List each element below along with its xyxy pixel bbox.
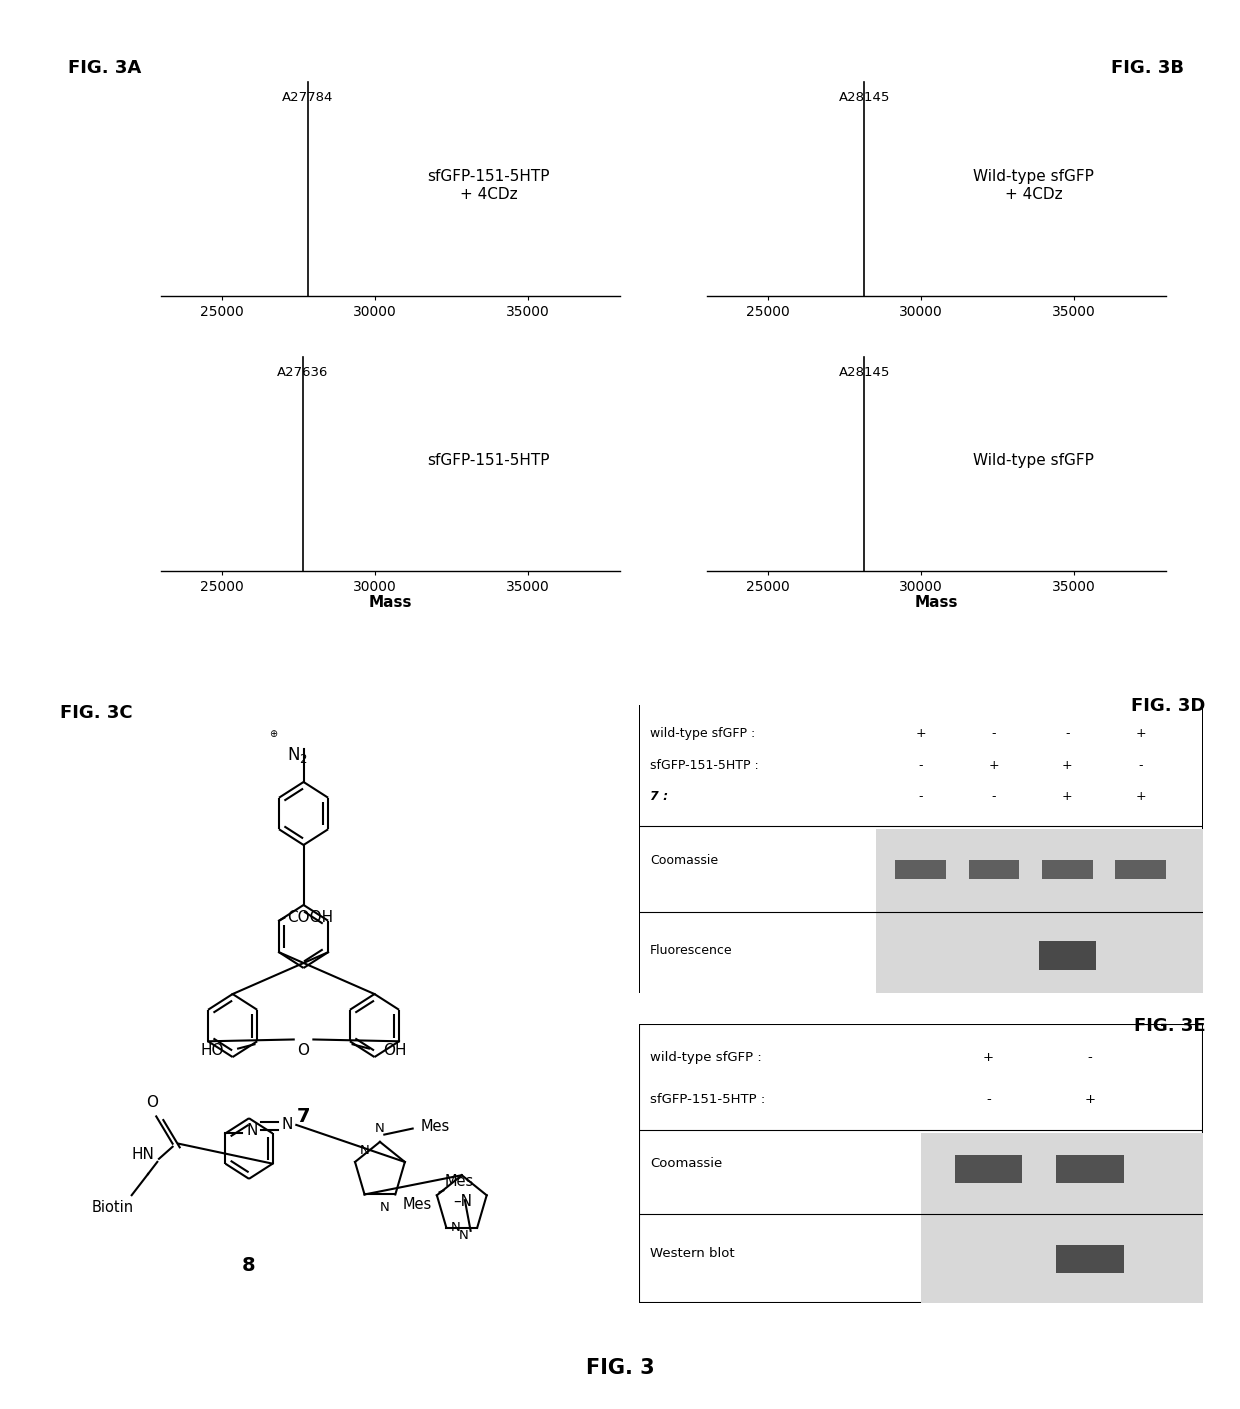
Text: +: + xyxy=(915,727,926,740)
Text: sfGFP-151-5HTP
+ 4CDz: sfGFP-151-5HTP + 4CDz xyxy=(428,169,549,201)
Bar xyxy=(920,1133,1203,1303)
Text: Fluorescence: Fluorescence xyxy=(650,944,733,957)
Bar xyxy=(1042,859,1092,879)
Bar xyxy=(1039,941,1096,971)
Text: COOH: COOH xyxy=(288,910,334,926)
Text: +: + xyxy=(1136,790,1146,803)
Text: HO: HO xyxy=(201,1043,224,1058)
Text: 7: 7 xyxy=(296,1107,310,1126)
Text: FIG. 3E: FIG. 3E xyxy=(1133,1017,1205,1036)
Text: +: + xyxy=(1063,790,1073,803)
Text: N: N xyxy=(374,1122,384,1134)
Text: FIG. 3D: FIG. 3D xyxy=(1131,697,1205,716)
Text: N: N xyxy=(459,1229,469,1241)
Text: -: - xyxy=(919,790,923,803)
Text: N: N xyxy=(360,1144,370,1157)
X-axis label: Mass: Mass xyxy=(914,595,959,610)
Text: -: - xyxy=(919,758,923,772)
Text: FIG. 3B: FIG. 3B xyxy=(1111,59,1184,77)
Bar xyxy=(1056,1244,1123,1272)
Text: O: O xyxy=(146,1095,159,1110)
Text: wild-type sfGFP :: wild-type sfGFP : xyxy=(650,1051,761,1064)
Text: Biotin: Biotin xyxy=(92,1200,134,1215)
Text: -: - xyxy=(992,727,996,740)
Text: O: O xyxy=(298,1043,310,1058)
Text: sfGFP-151-5HTP :: sfGFP-151-5HTP : xyxy=(650,1093,765,1106)
Text: 8: 8 xyxy=(242,1255,255,1275)
Text: -: - xyxy=(1087,1051,1092,1064)
Text: -: - xyxy=(1065,727,1070,740)
Text: FIG. 3: FIG. 3 xyxy=(585,1358,655,1378)
Text: Wild-type sfGFP: Wild-type sfGFP xyxy=(973,452,1094,468)
Text: A27636: A27636 xyxy=(278,366,329,379)
Text: 7 :: 7 : xyxy=(650,790,668,803)
Text: -: - xyxy=(1138,758,1143,772)
Text: $^{\oplus}$: $^{\oplus}$ xyxy=(269,730,278,744)
Bar xyxy=(1056,1155,1123,1184)
Text: Western blot: Western blot xyxy=(650,1247,734,1260)
Text: N: N xyxy=(281,1117,293,1133)
Bar xyxy=(1115,859,1166,879)
Text: N$_2$: N$_2$ xyxy=(288,745,308,765)
Text: OH: OH xyxy=(383,1043,407,1058)
Bar xyxy=(968,859,1019,879)
Text: Mes: Mes xyxy=(445,1174,475,1189)
Text: +: + xyxy=(983,1051,994,1064)
X-axis label: Mass: Mass xyxy=(368,595,413,610)
Text: FIG. 3C: FIG. 3C xyxy=(60,704,133,723)
Text: A28145: A28145 xyxy=(838,92,890,104)
Text: –N: –N xyxy=(453,1193,472,1209)
Bar xyxy=(955,1155,1022,1184)
Text: +: + xyxy=(988,758,999,772)
Bar xyxy=(875,828,1203,993)
Text: A27784: A27784 xyxy=(281,92,334,104)
Text: N: N xyxy=(451,1222,460,1234)
Text: Mes: Mes xyxy=(403,1196,432,1212)
Text: +: + xyxy=(1063,758,1073,772)
Text: -: - xyxy=(986,1093,991,1106)
Text: +: + xyxy=(1085,1093,1095,1106)
Bar xyxy=(895,859,946,879)
Text: Coomassie: Coomassie xyxy=(650,854,718,867)
Text: sfGFP-151-5HTP :: sfGFP-151-5HTP : xyxy=(650,758,759,772)
Text: -: - xyxy=(992,790,996,803)
Text: Coomassie: Coomassie xyxy=(650,1157,722,1171)
Text: Mes: Mes xyxy=(420,1119,450,1134)
Text: N: N xyxy=(246,1123,258,1138)
Text: Wild-type sfGFP
+ 4CDz: Wild-type sfGFP + 4CDz xyxy=(973,169,1094,201)
Text: HN: HN xyxy=(131,1147,154,1162)
Text: N: N xyxy=(381,1200,389,1213)
Text: A28145: A28145 xyxy=(838,366,890,379)
Text: FIG. 3A: FIG. 3A xyxy=(68,59,141,77)
Text: sfGFP-151-5HTP: sfGFP-151-5HTP xyxy=(428,452,549,468)
Text: +: + xyxy=(1136,727,1146,740)
Text: wild-type sfGFP :: wild-type sfGFP : xyxy=(650,727,755,740)
